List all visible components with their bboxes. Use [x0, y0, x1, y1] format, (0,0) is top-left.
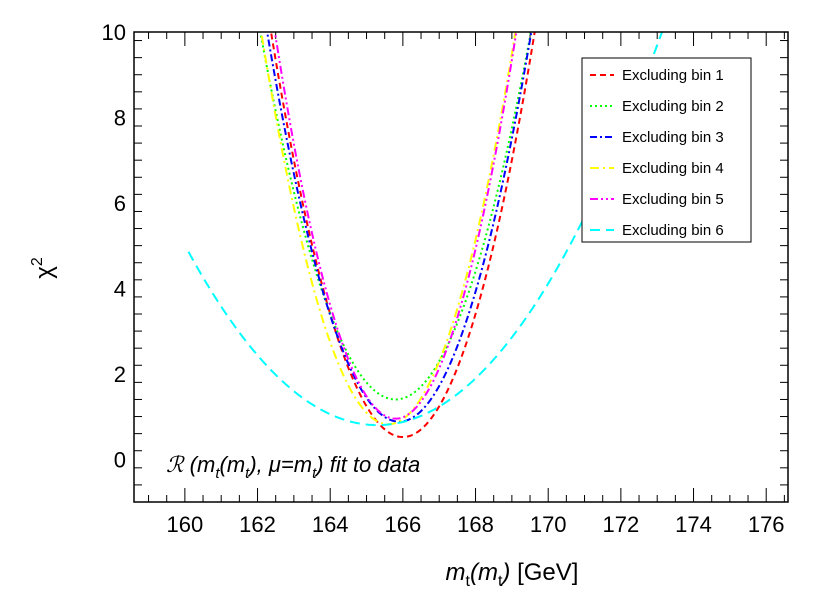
y-tick-labels: 0 2 4 6 8 10 [102, 20, 126, 472]
fit-annotation: ℛ (mt(mt), μ=mt) fit to data [166, 452, 420, 482]
series-line-bin-4 [260, 32, 517, 426]
legend-label-bin-6: Excluding bin 6 [622, 222, 724, 239]
series-line-bin-3 [266, 32, 533, 423]
plot-frame [133, 31, 789, 503]
legend-label-bin-1: Excluding bin 1 [622, 67, 724, 84]
series-line-bin-5 [273, 32, 518, 420]
legend-box [581, 57, 752, 243]
x-axis-title: mt(mt) [GeV] [446, 559, 579, 590]
x-tick-label: 168 [457, 512, 494, 537]
legend: Excluding bin 1 Excluding bin 2 Excluding … [581, 57, 752, 243]
x-tick-label: 174 [675, 512, 712, 537]
legend-label-bin-2: Excluding bin 2 [622, 98, 724, 115]
x-tick-label: 160 [167, 512, 204, 537]
y-tick-label: 0 [114, 447, 126, 472]
x-tick-label: 166 [385, 512, 422, 537]
series-line-bin-1 [270, 32, 536, 439]
y-tick-label: 10 [102, 20, 126, 45]
legend-label-bin-5: Excluding bin 5 [622, 191, 724, 208]
series-line-bin-2 [259, 32, 532, 401]
y-tick-label: 2 [114, 362, 126, 387]
x-tick-label: 162 [239, 512, 276, 537]
x-tick-label: 164 [312, 512, 349, 537]
y-tick-label: 8 [114, 105, 126, 130]
y-tick-label: 6 [114, 191, 126, 216]
axis-ticks [134, 32, 788, 503]
y-axis-title: χ2 [29, 257, 58, 279]
y-tick-label: 4 [114, 276, 126, 301]
legend-label-bin-4: Excluding bin 4 [622, 160, 724, 177]
legend-label-bin-3: Excluding bin 3 [622, 129, 724, 146]
x-tick-labels: 160 162 164 166 168 170 172 174 176 [167, 512, 785, 537]
x-tick-label: 170 [530, 512, 567, 537]
x-tick-label: 172 [603, 512, 640, 537]
x-tick-label: 176 [748, 512, 785, 537]
